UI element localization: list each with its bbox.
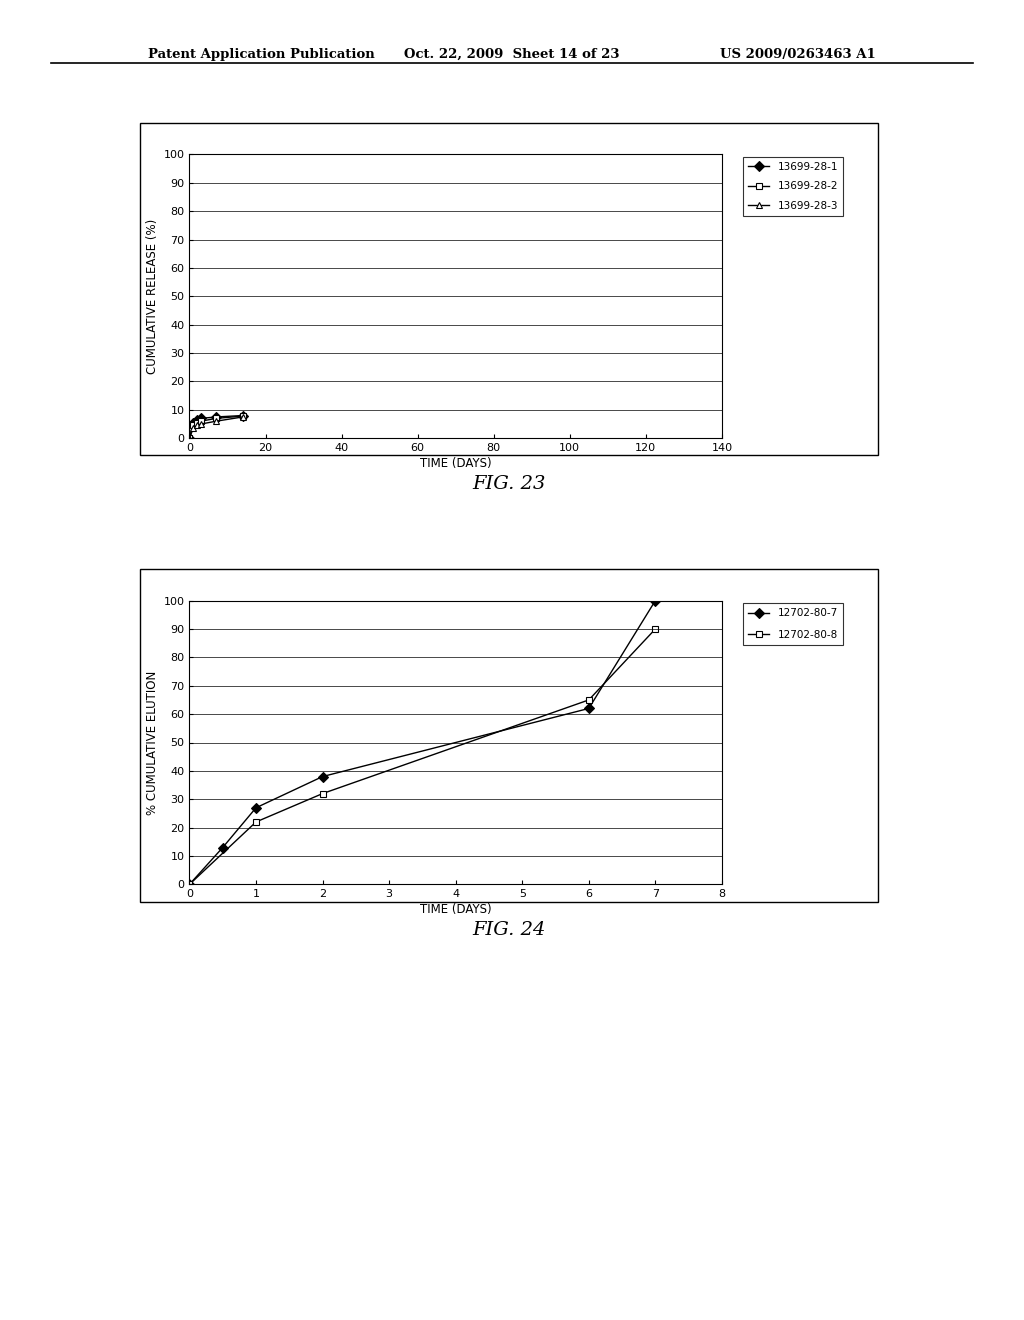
Y-axis label: CUMULATIVE RELEASE (%): CUMULATIVE RELEASE (%) — [146, 219, 160, 374]
13699-28-2 — [237, 408, 249, 424]
Line: 12702-80-7: 12702-80-7 — [186, 597, 658, 888]
13699-28-3 — [187, 420, 200, 436]
Legend: 13699-28-1, 13699-28-2, 13699-28-3: 13699-28-1, 13699-28-2, 13699-28-3 — [743, 157, 843, 216]
12702-80-8 — [183, 876, 196, 892]
13699-28-2 — [190, 414, 203, 430]
Line: 13699-28-2: 13699-28-2 — [186, 413, 246, 442]
13699-28-3 — [195, 416, 207, 432]
13699-28-2 — [210, 411, 222, 426]
Y-axis label: % CUMULATIVE ELUTION: % CUMULATIVE ELUTION — [146, 671, 160, 814]
13699-28-3 — [237, 409, 249, 425]
X-axis label: TIME (DAYS): TIME (DAYS) — [420, 457, 492, 470]
13699-28-2 — [183, 430, 196, 446]
13699-28-1 — [210, 409, 222, 425]
12702-80-7 — [649, 593, 662, 609]
Text: Oct. 22, 2009  Sheet 14 of 23: Oct. 22, 2009 Sheet 14 of 23 — [404, 48, 620, 61]
Legend: 12702-80-7, 12702-80-8: 12702-80-7, 12702-80-8 — [743, 603, 843, 645]
12702-80-8 — [316, 785, 329, 801]
13699-28-3 — [190, 417, 203, 433]
X-axis label: TIME (DAYS): TIME (DAYS) — [420, 903, 492, 916]
Text: US 2009/0263463 A1: US 2009/0263463 A1 — [720, 48, 876, 61]
13699-28-3 — [210, 413, 222, 429]
13699-28-1 — [183, 430, 196, 446]
Line: 13699-28-3: 13699-28-3 — [186, 413, 246, 442]
12702-80-7 — [217, 840, 229, 855]
Text: FIG. 24: FIG. 24 — [472, 921, 546, 940]
13699-28-1 — [190, 412, 203, 428]
13699-28-2 — [195, 413, 207, 429]
12702-80-7 — [250, 800, 262, 816]
13699-28-1 — [237, 408, 249, 424]
13699-28-3 — [183, 430, 196, 446]
12702-80-8 — [583, 692, 595, 708]
13699-28-1 — [187, 414, 200, 430]
Line: 12702-80-8: 12702-80-8 — [186, 626, 658, 888]
12702-80-8 — [250, 814, 262, 830]
12702-80-7 — [316, 768, 329, 784]
Line: 13699-28-1: 13699-28-1 — [186, 412, 246, 442]
12702-80-8 — [649, 620, 662, 636]
Text: Patent Application Publication: Patent Application Publication — [148, 48, 375, 61]
12702-80-7 — [583, 701, 595, 717]
13699-28-1 — [195, 411, 207, 426]
12702-80-7 — [183, 876, 196, 892]
13699-28-2 — [187, 417, 200, 433]
Text: FIG. 23: FIG. 23 — [472, 475, 546, 494]
